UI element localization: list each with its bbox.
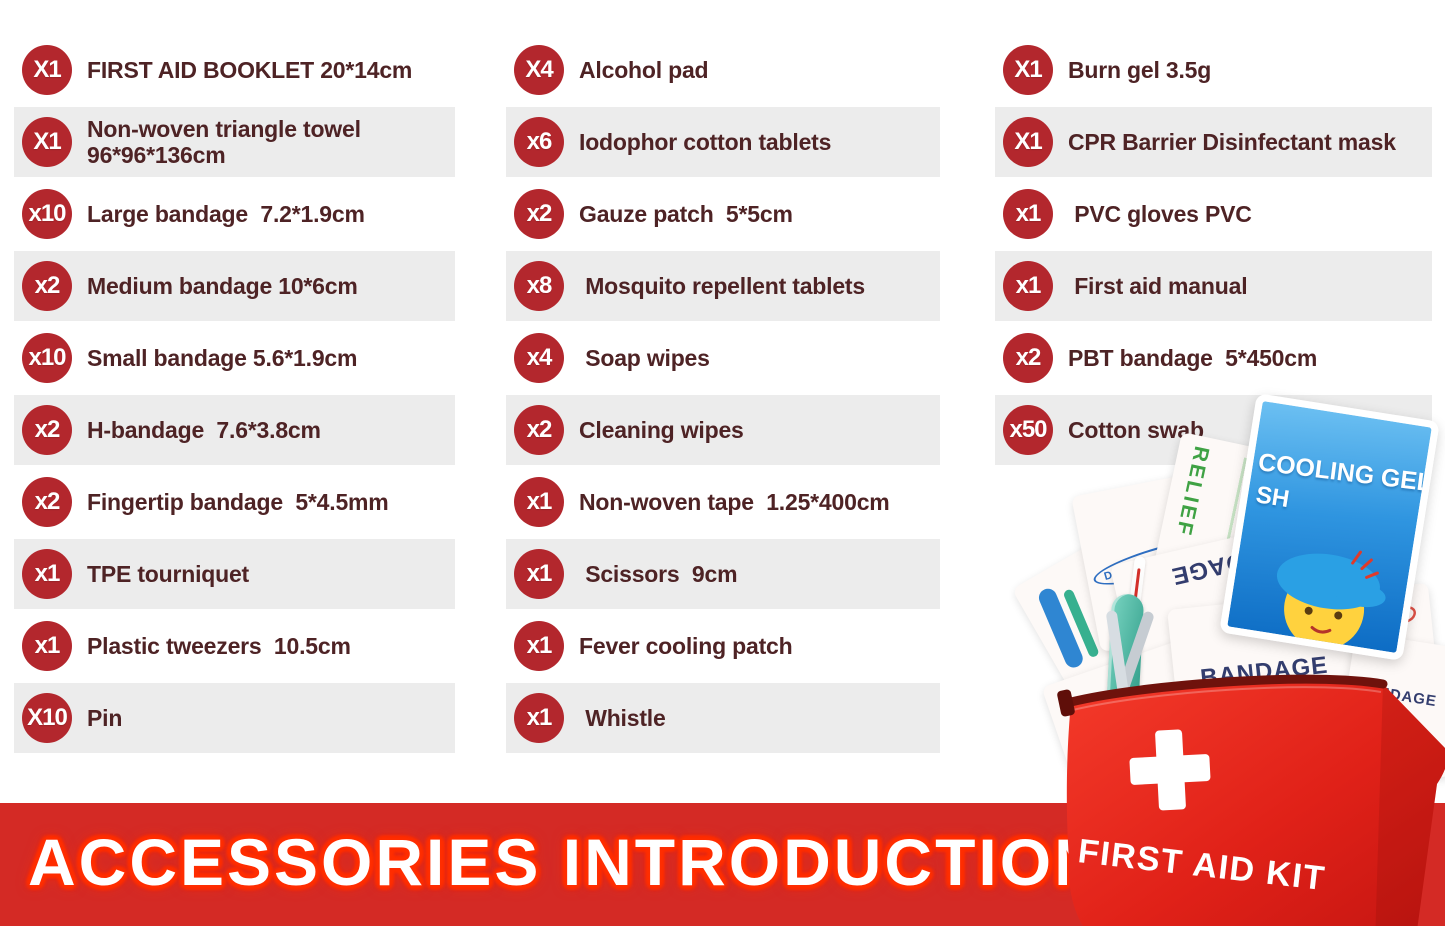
item-label: Fever cooling patch: [579, 632, 793, 659]
zipper: [1066, 674, 1388, 707]
quantity-badge: x2: [22, 477, 72, 527]
item-label: Plastic tweezers 10.5cm: [87, 632, 351, 659]
item-label: Scissors 9cm: [579, 560, 738, 587]
list-item: x1 Non-woven tape 1.25*400cm: [506, 467, 940, 537]
item-label: Mosquito repellent tablets: [579, 272, 865, 299]
item-label: Non-woven triangle towel 96*96*136cm: [87, 115, 361, 168]
quantity-badge: x10: [22, 189, 72, 239]
bag-shadow: [1375, 684, 1445, 926]
list-item: x1 First aid manual: [995, 251, 1432, 321]
list-item: x1 Scissors 9cm: [506, 539, 940, 609]
list-item: X10 Pin: [14, 683, 455, 753]
quantity-badge: x2: [514, 189, 564, 239]
item-label: Medium bandage 10*6cm: [87, 272, 358, 299]
item-label: Soap wipes: [579, 344, 710, 371]
item-label: Fingertip bandage 5*4.5mm: [87, 488, 389, 515]
list-item: x2 Fingertip bandage 5*4.5mm: [14, 467, 455, 537]
item-label: TPE tourniquet: [87, 560, 250, 587]
quantity-badge: X10: [22, 693, 72, 743]
quantity-badge: x1: [22, 621, 72, 671]
list-item: x2 Medium bandage 10*6cm: [14, 251, 455, 321]
list-item: x2 Cleaning wipes: [506, 395, 940, 465]
quantity-badge: x2: [22, 261, 72, 311]
list-item: X1 FIRST AID BOOKLET 20*14cm: [14, 35, 455, 105]
list-item: x2 H-bandage 7.6*3.8cm: [14, 395, 455, 465]
list-item: X1 Non-woven triangle towel 96*96*136cm: [14, 107, 455, 177]
item-label: Pin: [87, 704, 123, 731]
quantity-badge: X1: [22, 45, 72, 95]
quantity-badge: x6: [514, 117, 564, 167]
list-item: x4 Soap wipes: [506, 323, 940, 393]
cooling-gel-packet: COOLING GEL SH: [1219, 393, 1440, 661]
accessory-column-3: X1 Burn gel 3.5g X1 CPR Barrier Disinfec…: [995, 35, 1432, 465]
quantity-badge: x1: [514, 549, 564, 599]
product-photo: G Disposable CPR mask RELIEF BANDAGE BAN…: [1011, 393, 1445, 926]
quantity-badge: x2: [22, 405, 72, 455]
item-label: PBT bandage 5*450cm: [1068, 344, 1318, 371]
item-label: Cotton swab: [1068, 416, 1204, 443]
item-label: CPR Barrier Disinfectant mask: [1068, 128, 1396, 155]
quantity-badge: x4: [514, 333, 564, 383]
item-label: First aid manual: [1068, 272, 1248, 299]
quantity-badge: x2: [514, 405, 564, 455]
item-label: Burn gel 3.5g: [1068, 56, 1212, 83]
quantity-badge: x1: [514, 621, 564, 671]
item-label: Non-woven tape 1.25*400cm: [579, 488, 890, 515]
item-label: Iodophor cotton tablets: [579, 128, 832, 155]
zipper-pull: [1057, 689, 1075, 717]
item-label: PVC gloves PVC: [1068, 200, 1252, 227]
list-item: x8 Mosquito repellent tablets: [506, 251, 940, 321]
item-label: Alcohol pad: [579, 56, 709, 83]
quantity-badge: X1: [1003, 45, 1053, 95]
list-item: x10 Large bandage 7.2*1.9cm: [14, 179, 455, 249]
first-aid-bag: FIRST AID KIT: [1057, 674, 1445, 926]
item-label: Small bandage 5.6*1.9cm: [87, 344, 358, 371]
list-item: X1 Burn gel 3.5g: [995, 35, 1432, 105]
quantity-badge: x1: [1003, 261, 1053, 311]
quantity-badge: X1: [22, 117, 72, 167]
quantity-badge: x8: [514, 261, 564, 311]
quantity-badge: x2: [1003, 333, 1053, 383]
item-label: H-bandage 7.6*3.8cm: [87, 416, 321, 443]
item-label: FIRST AID BOOKLET 20*14cm: [87, 56, 413, 83]
list-item: x10 Small bandage 5.6*1.9cm: [14, 323, 455, 393]
cross-icon: [1129, 729, 1211, 811]
item-label: Large bandage 7.2*1.9cm: [87, 200, 365, 227]
quantity-badge: x10: [22, 333, 72, 383]
item-label: Gauze patch 5*5cm: [579, 200, 793, 227]
item-label: Cleaning wipes: [579, 416, 744, 443]
page-title: ACCESSORIES INTRODUCTION: [28, 824, 1105, 899]
mascot-icon: [1276, 550, 1386, 650]
accessory-column-2: X4 Alcohol pad x6 Iodophor cotton tablet…: [506, 35, 940, 753]
list-item: X4 Alcohol pad: [506, 35, 940, 105]
quantity-badge: x1: [1003, 189, 1053, 239]
accessory-column-1: X1 FIRST AID BOOKLET 20*14cm X1 Non-wove…: [14, 35, 455, 753]
quantity-badge: X1: [1003, 117, 1053, 167]
list-item: x2 PBT bandage 5*450cm: [995, 323, 1432, 393]
list-item: X1 CPR Barrier Disinfectant mask: [995, 107, 1432, 177]
item-label: Whistle: [579, 704, 666, 731]
list-item: x1 Whistle: [506, 683, 940, 753]
list-item: x1 Plastic tweezers 10.5cm: [14, 611, 455, 681]
list-item: x2 Gauze patch 5*5cm: [506, 179, 940, 249]
quantity-badge: x1: [22, 549, 72, 599]
quantity-badge: x1: [514, 477, 564, 527]
quantity-badge: x1: [514, 693, 564, 743]
list-item: x6 Iodophor cotton tablets: [506, 107, 940, 177]
list-item: x1 TPE tourniquet: [14, 539, 455, 609]
list-item: x1 Fever cooling patch: [506, 611, 940, 681]
quantity-badge: X4: [514, 45, 564, 95]
list-item: x1 PVC gloves PVC: [995, 179, 1432, 249]
quantity-badge: x50: [1003, 405, 1053, 455]
